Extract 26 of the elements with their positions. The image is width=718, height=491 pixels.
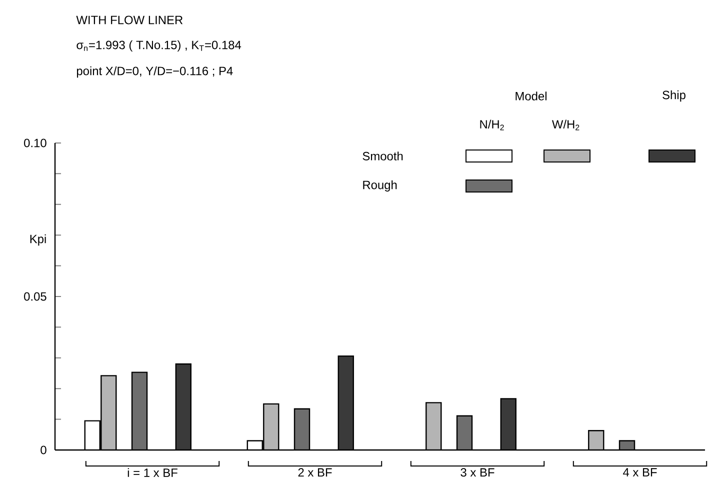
annotation: Rough [363,180,397,192]
y-tick-label: 0 [40,446,46,454]
text: Ship [662,90,686,102]
bar [263,403,280,450]
y-axis-title: Kpi [30,234,46,246]
x-tick-label: 4 x BF [623,468,657,476]
bar [294,408,310,450]
chart-subtitle: σ$_{n}$=1.993 ( T.No.15) , K$_{T}$=0.184 [76,40,242,52]
annotation: Smooth [362,152,403,160]
x-tick-label: 2 x BF [298,468,332,477]
x-tick-label: i = 1 x BF [128,468,178,477]
text: W/H$_{2}$ [552,120,580,130]
text: Model [516,92,546,100]
bar [131,372,148,450]
bar [338,355,354,450]
bar [426,402,442,450]
chart-title: WITH FLOW LINER [76,16,183,24]
bar [456,415,473,450]
bar [500,398,516,450]
y-tick-label: 0.10 [24,138,46,148]
bar [100,375,117,450]
y-tick-label: 0.05 [24,292,46,301]
bar [175,363,192,450]
text: N/H$_{2}$ [480,120,504,130]
x-tick-label: 3 x BF [460,468,494,477]
text: point X/D=0, Y/D=−0.116 ; P4 [76,66,233,78]
